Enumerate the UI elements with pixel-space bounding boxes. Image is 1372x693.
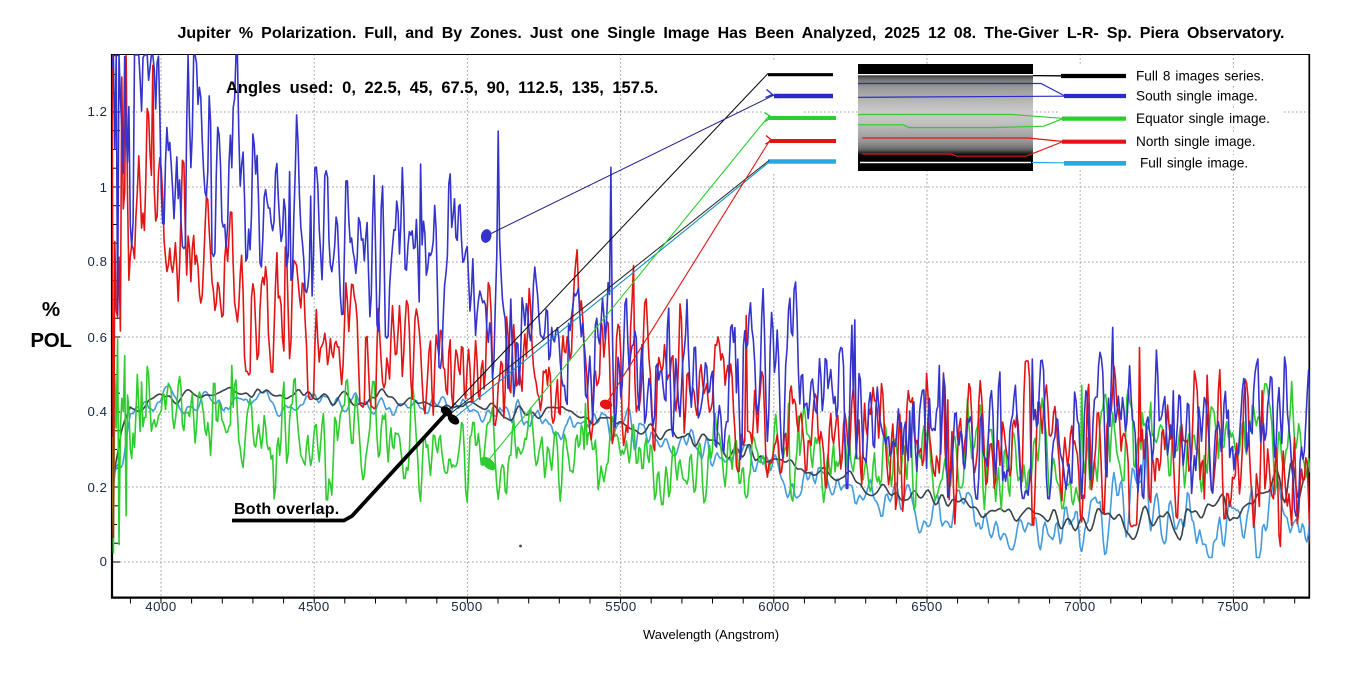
svg-text:0: 0 [100,554,108,569]
svg-text:6000: 6000 [758,599,790,614]
svg-text:Equator single image.: Equator single image. [1136,111,1270,126]
svg-text:POL: POL [30,329,71,352]
svg-text:South single image.: South single image. [1136,89,1258,104]
svg-text:0.8: 0.8 [88,254,108,269]
svg-text:0.2: 0.2 [88,480,108,495]
svg-text:1: 1 [100,180,108,195]
svg-text:Angles used: 0, 22.5, 45, 67.5: Angles used: 0, 22.5, 45, 67.5, 90, 112.… [226,79,658,97]
svg-text:7500: 7500 [1217,599,1249,614]
svg-text:5000: 5000 [451,599,483,614]
svg-text:0.6: 0.6 [88,330,108,345]
svg-text:4000: 4000 [145,599,177,614]
svg-text:Wavelength (Angstrom): Wavelength (Angstrom) [643,627,779,642]
svg-text:6500: 6500 [911,599,943,614]
svg-text:%: % [42,298,60,321]
svg-text:5500: 5500 [605,599,637,614]
svg-text:0.4: 0.4 [88,404,108,419]
svg-text:Both overlap.: Both overlap. [234,501,339,518]
svg-text:1.2: 1.2 [88,104,108,119]
svg-text:4500: 4500 [298,599,330,614]
svg-text:7000: 7000 [1064,599,1096,614]
svg-text:Full 8 images series.: Full 8 images series. [1136,69,1264,84]
svg-text:Jupiter % Polarization. Full,: Jupiter % Polarization. Full, and By Zon… [177,25,1284,42]
svg-text:North single image.: North single image. [1136,134,1256,149]
svg-text:Full single image.: Full single image. [1140,156,1248,171]
